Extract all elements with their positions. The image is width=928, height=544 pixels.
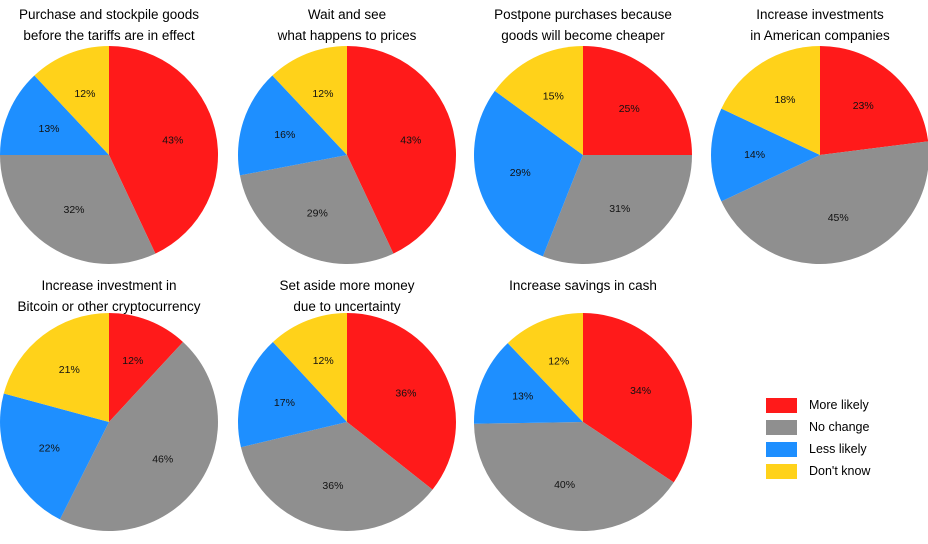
pie-6-label-dont-know: 12% xyxy=(313,355,334,367)
pie-1-slice-dont-know xyxy=(34,46,109,155)
pie-1-slice-more-likely xyxy=(109,46,219,254)
pie-2: 43% 29% 16% 12% xyxy=(237,46,457,265)
pie-4-slice-no-change xyxy=(721,141,928,264)
pie-6-label-less-likely: 17% xyxy=(274,397,295,409)
pie-6-slice-no-change xyxy=(240,422,433,532)
pie-4-slice-less-likely xyxy=(710,108,820,202)
pie-6-slice-less-likely xyxy=(237,341,347,448)
pie-3-label-less-likely: 29% xyxy=(510,167,531,179)
pie-4-label-less-likely: 14% xyxy=(744,149,765,161)
pie-1-label-no-change: 32% xyxy=(63,204,84,216)
pie-3-slice-dont-know xyxy=(494,46,583,155)
pie-1-slice-less-likely xyxy=(0,75,109,155)
pie-5: 12% 46% 22% 21% xyxy=(0,313,218,531)
legend-item-no-change: No change xyxy=(766,416,870,438)
pie-4-slice-dont-know xyxy=(721,46,820,155)
pie-6-slice-more-likely xyxy=(347,313,456,490)
legend-swatch-dont-know xyxy=(766,463,797,479)
pie-2-label-more-likely: 43% xyxy=(400,135,421,147)
pie-3-label-more-likely: 25% xyxy=(619,103,640,115)
pie-4-slice-more-likely xyxy=(820,46,928,155)
pie-1-label-dont-know: 12% xyxy=(74,88,95,100)
pie-6-slice-dont-know xyxy=(272,313,347,422)
pie-5-label-dont-know: 21% xyxy=(59,364,80,376)
legend-item-less-likely: Less likely xyxy=(766,438,870,460)
pie-7-label-less-likely: 13% xyxy=(512,391,533,403)
pie-3-slice-less-likely xyxy=(473,90,583,257)
pie-5-slice-dont-know xyxy=(3,313,109,422)
pie-1-label-less-likely: 13% xyxy=(38,123,59,135)
pie-3-slice-more-likely xyxy=(583,46,692,155)
pie-1: 43% 32% 13% 12% xyxy=(0,46,219,265)
pie-2-slice-less-likely xyxy=(237,75,347,176)
legend: More likely No change Less likely Don't … xyxy=(766,394,870,482)
pie-2-title: Wait and see what happens to prices xyxy=(277,7,417,43)
legend-swatch-more-likely xyxy=(766,397,797,413)
pie-4: 23% 45% 14% 18% xyxy=(710,46,928,264)
pie-6: 36% 36% 17% 12% xyxy=(237,313,456,532)
pie-3-label-dont-know: 15% xyxy=(543,91,564,103)
pie-6-label-no-change: 36% xyxy=(322,480,343,492)
legend-item-more-likely: More likely xyxy=(766,394,870,416)
pie-2-slice-more-likely xyxy=(347,46,457,254)
pie-3-slice-no-change xyxy=(542,155,693,265)
pie-1-label-more-likely: 43% xyxy=(162,135,183,147)
legend-label-less-likely: Less likely xyxy=(809,442,867,456)
pie-7-label-no-change: 40% xyxy=(554,479,575,491)
pie-3-title: Postpone purchases because goods will be… xyxy=(494,7,672,43)
pie-5-slice-less-likely xyxy=(0,393,109,520)
pie-5-title: Increase investment in Bitcoin or other … xyxy=(17,278,201,314)
legend-swatch-less-likely xyxy=(766,441,797,457)
legend-label-dont-know: Don't know xyxy=(809,464,871,478)
pie-7-slice-more-likely xyxy=(583,313,693,483)
pie-1-slice-no-change xyxy=(0,155,156,265)
legend-swatch-no-change xyxy=(766,419,797,435)
pie-7-label-more-likely: 34% xyxy=(630,385,651,397)
pie-6-title: Set aside more money due to uncertainty xyxy=(279,278,415,314)
pie-7-label-dont-know: 12% xyxy=(548,355,569,367)
pie-7: 34% 40% 13% 12% xyxy=(473,312,693,532)
pie-5-slice-more-likely xyxy=(109,313,184,422)
legend-label-more-likely: More likely xyxy=(809,398,869,412)
pie-7-title: Increase savings in cash xyxy=(509,278,657,293)
pie-7-slice-dont-know xyxy=(507,312,583,422)
pie-4-label-more-likely: 23% xyxy=(853,100,874,112)
legend-label-no-change: No change xyxy=(809,420,870,434)
pie-2-label-no-change: 29% xyxy=(307,207,328,219)
legend-item-dont-know: Don't know xyxy=(766,460,870,482)
pie-5-slice-no-change xyxy=(59,341,218,531)
pie-5-label-less-likely: 22% xyxy=(39,443,60,455)
pie-4-label-no-change: 45% xyxy=(828,212,849,224)
pie-3: 25% 31% 29% 15% xyxy=(473,46,693,265)
pie-4-title: Increase investments in American compani… xyxy=(750,7,890,43)
pie-3-label-no-change: 31% xyxy=(609,203,630,215)
pie-2-slice-no-change xyxy=(239,155,394,265)
pie-1-title: Purchase and stockpile goods before the … xyxy=(18,7,200,43)
pie-2-slice-dont-know xyxy=(272,46,347,155)
pie-5-label-more-likely: 12% xyxy=(122,355,143,367)
pie-4-label-dont-know: 18% xyxy=(774,94,795,106)
pie-2-label-less-likely: 16% xyxy=(274,129,295,141)
pie-2-label-dont-know: 12% xyxy=(312,88,333,100)
pie-7-slice-less-likely xyxy=(473,343,583,424)
pie-5-label-no-change: 46% xyxy=(152,453,173,465)
pie-7-slice-no-change xyxy=(474,422,674,532)
pie-6-label-more-likely: 36% xyxy=(395,388,416,400)
